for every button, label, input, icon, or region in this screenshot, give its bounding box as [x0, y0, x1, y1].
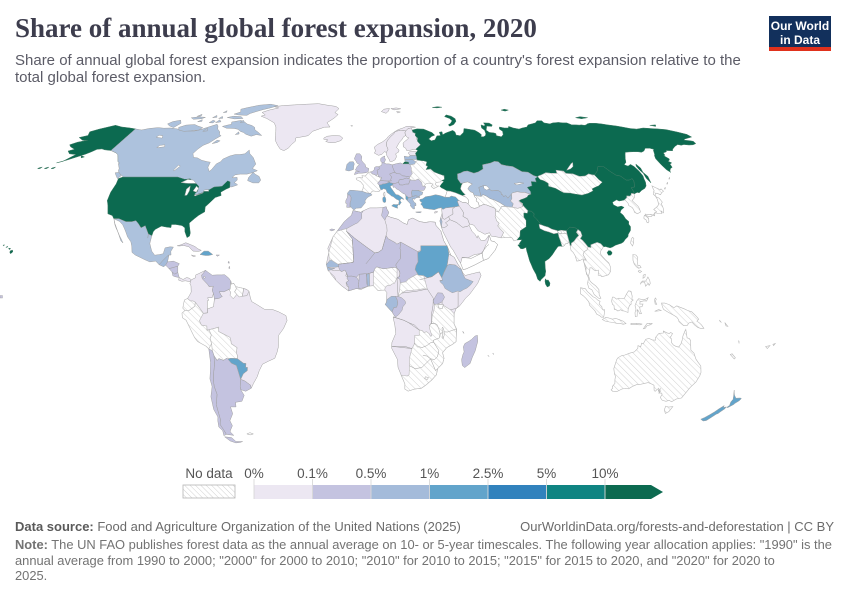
svg-text:5%: 5% — [537, 466, 557, 481]
svg-text:0.5%: 0.5% — [356, 466, 387, 481]
svg-text:2.5%: 2.5% — [473, 466, 504, 481]
svg-text:10%: 10% — [591, 466, 618, 481]
svg-text:0.1%: 0.1% — [297, 466, 328, 481]
svg-text:1%: 1% — [420, 466, 440, 481]
svg-text:No data: No data — [185, 466, 233, 481]
svg-text:0%: 0% — [244, 466, 264, 481]
